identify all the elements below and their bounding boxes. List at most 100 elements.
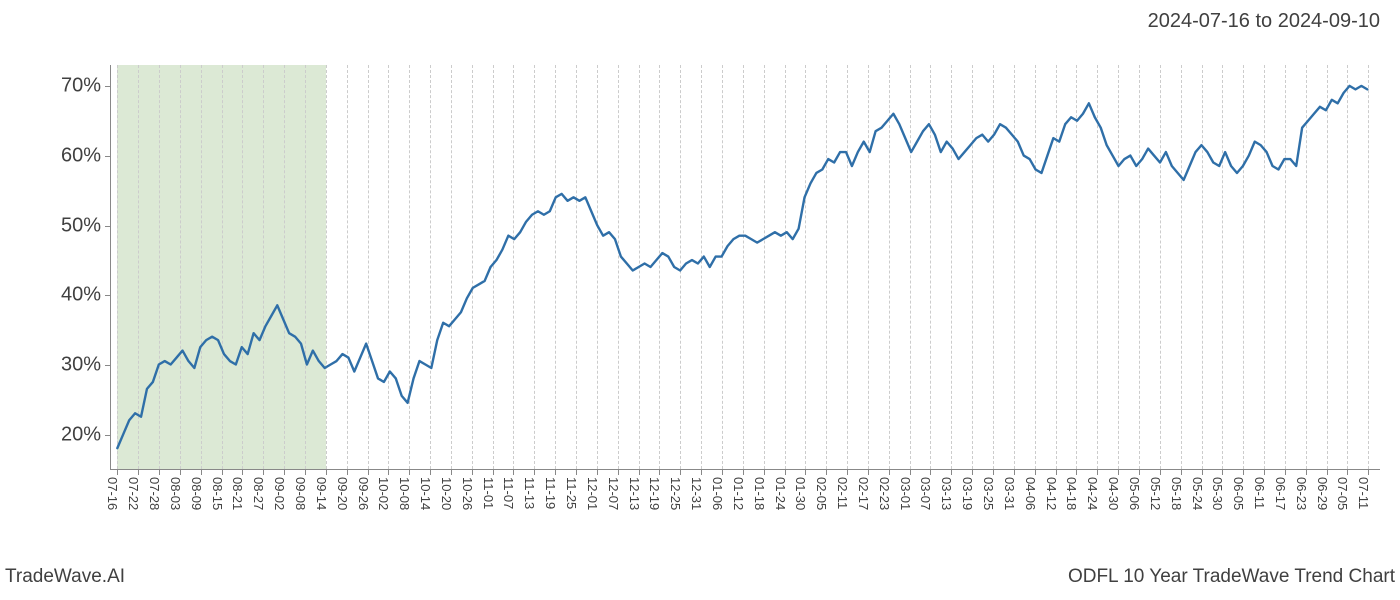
x-tick-label: 03-13 (939, 477, 954, 510)
x-tick-label: 03-19 (960, 477, 975, 510)
x-tick-label: 07-22 (126, 477, 141, 510)
x-tick-mark (1285, 469, 1286, 475)
x-tick-label: 02-11 (835, 477, 850, 509)
x-tick-mark (263, 469, 264, 475)
x-tick-label: 05-12 (1148, 477, 1163, 510)
x-tick-mark (951, 469, 952, 475)
y-tick-mark (105, 226, 111, 227)
x-tick-mark (680, 469, 681, 475)
x-tick-mark (1181, 469, 1182, 475)
x-tick-label: 02-17 (856, 477, 871, 510)
x-tick-mark (659, 469, 660, 475)
x-tick-label: 10-02 (376, 477, 391, 510)
x-tick-label: 06-29 (1315, 477, 1330, 510)
x-tick-label: 11-19 (543, 477, 558, 509)
x-tick-mark (930, 469, 931, 475)
x-tick-mark (388, 469, 389, 475)
x-tick-mark (409, 469, 410, 475)
x-tick-mark (493, 469, 494, 475)
trend-chart: 20%30%40%50%60%70% 07-1607-2207-2808-030… (110, 65, 1380, 470)
y-tick-mark (105, 435, 111, 436)
x-tick-label: 10-14 (418, 477, 433, 510)
x-tick-mark (847, 469, 848, 475)
x-tick-mark (639, 469, 640, 475)
x-tick-mark (1327, 469, 1328, 475)
x-tick-mark (889, 469, 890, 475)
y-tick-mark (105, 295, 111, 296)
x-tick-label: 12-19 (647, 477, 662, 510)
y-tick-label: 60% (61, 144, 111, 167)
y-tick-label: 70% (61, 74, 111, 97)
x-tick-label: 11-25 (564, 477, 579, 509)
x-tick-label: 04-18 (1064, 477, 1079, 510)
x-tick-label: 08-27 (251, 477, 266, 510)
x-tick-label: 07-16 (105, 477, 120, 510)
x-tick-mark (1118, 469, 1119, 475)
x-tick-mark (159, 469, 160, 475)
x-tick-mark (1139, 469, 1140, 475)
x-tick-mark (701, 469, 702, 475)
x-tick-mark (764, 469, 765, 475)
x-tick-label: 09-02 (272, 477, 287, 510)
x-tick-label: 06-17 (1273, 477, 1288, 510)
x-tick-mark (555, 469, 556, 475)
x-tick-label: 10-08 (397, 477, 412, 510)
x-tick-mark (1306, 469, 1307, 475)
x-tick-mark (597, 469, 598, 475)
x-tick-label: 06-23 (1294, 477, 1309, 510)
x-tick-label: 05-18 (1169, 477, 1184, 510)
x-tick-label: 06-05 (1231, 477, 1246, 510)
x-tick-label: 11-07 (501, 477, 516, 509)
x-tick-mark (910, 469, 911, 475)
x-tick-mark (1160, 469, 1161, 475)
x-tick-mark (722, 469, 723, 475)
x-tick-label: 11-13 (522, 477, 537, 509)
x-tick-mark (451, 469, 452, 475)
x-tick-mark (430, 469, 431, 475)
x-tick-label: 07-28 (147, 477, 162, 510)
x-tick-label: 03-25 (981, 477, 996, 510)
y-tick-label: 20% (61, 424, 111, 447)
x-tick-mark (1222, 469, 1223, 475)
x-tick-label: 06-11 (1252, 477, 1267, 509)
x-tick-label: 12-25 (668, 477, 683, 510)
x-tick-mark (1264, 469, 1265, 475)
x-tick-mark (576, 469, 577, 475)
x-tick-mark (785, 469, 786, 475)
x-tick-mark (513, 469, 514, 475)
x-tick-label: 04-30 (1106, 477, 1121, 510)
y-tick-label: 50% (61, 214, 111, 237)
x-tick-label: 03-01 (898, 477, 913, 510)
x-tick-mark (618, 469, 619, 475)
x-tick-mark (242, 469, 243, 475)
x-tick-mark (347, 469, 348, 475)
x-tick-label: 01-18 (752, 477, 767, 510)
chart-svg (111, 65, 1380, 469)
x-tick-mark (534, 469, 535, 475)
x-tick-label: 05-06 (1127, 477, 1142, 510)
x-tick-label: 10-26 (460, 477, 475, 510)
x-tick-label: 08-09 (189, 477, 204, 510)
x-tick-mark (284, 469, 285, 475)
x-tick-label: 09-20 (335, 477, 350, 510)
x-tick-mark (1243, 469, 1244, 475)
x-tick-label: 04-12 (1044, 477, 1059, 510)
x-tick-mark (743, 469, 744, 475)
y-tick-label: 30% (61, 354, 111, 377)
x-tick-label: 01-30 (793, 477, 808, 510)
x-tick-mark (326, 469, 327, 475)
x-tick-label: 09-26 (356, 477, 371, 510)
footer-title: ODFL 10 Year TradeWave Trend Chart (1068, 566, 1395, 588)
x-tick-label: 08-15 (210, 477, 225, 510)
footer-brand: TradeWave.AI (5, 566, 125, 588)
x-tick-mark (1368, 469, 1369, 475)
y-tick-mark (105, 365, 111, 366)
x-tick-label: 08-21 (230, 477, 245, 510)
x-tick-mark (1347, 469, 1348, 475)
x-tick-mark (1202, 469, 1203, 475)
x-tick-mark (1014, 469, 1015, 475)
x-tick-mark (180, 469, 181, 475)
x-tick-label: 12-07 (606, 477, 621, 510)
x-tick-mark (868, 469, 869, 475)
y-tick-mark (105, 86, 111, 87)
